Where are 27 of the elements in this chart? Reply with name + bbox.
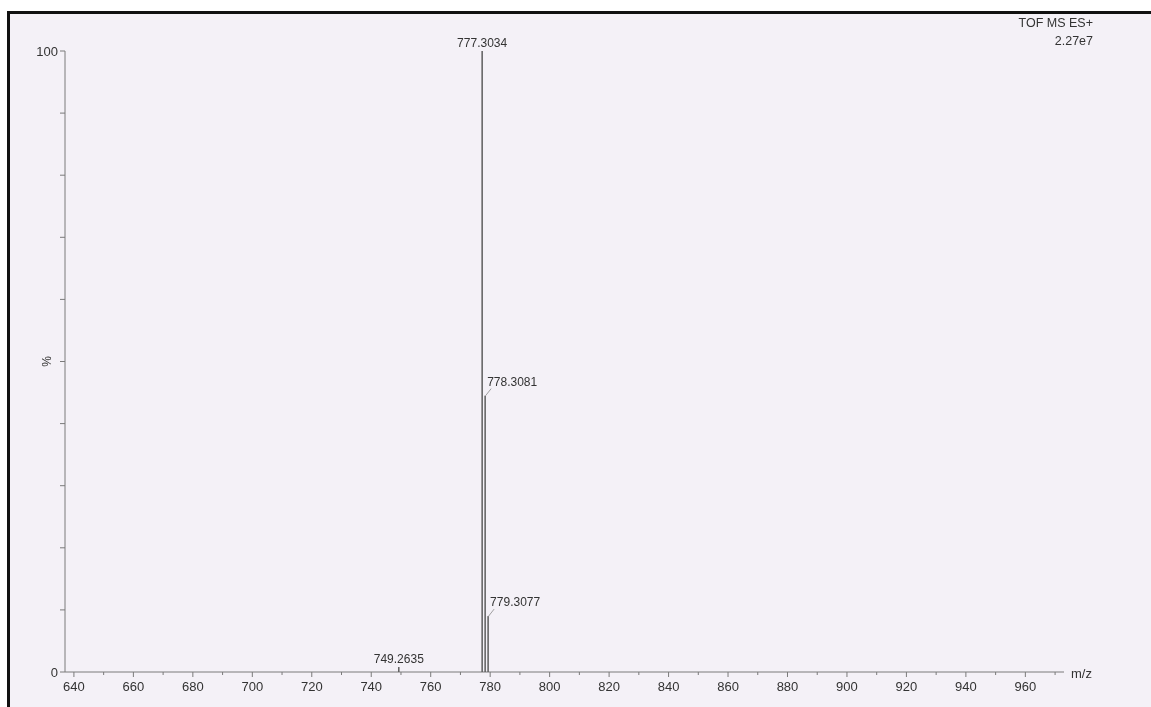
x-tick-label: 740 <box>360 679 383 694</box>
x-tick-label: 820 <box>598 679 620 694</box>
annotation: 749.2635 <box>373 652 425 667</box>
annotation: 777.3034 <box>457 36 508 50</box>
x-tick-label: 680 <box>182 679 204 694</box>
x-axis-title: m/z <box>1071 666 1092 681</box>
x-tick-label: 800 <box>538 679 561 694</box>
x-tick-label: 960 <box>1014 679 1037 694</box>
y-tick-label: 0 <box>50 664 58 680</box>
x-tick-label: 900 <box>836 679 858 694</box>
annotation: 778.3081 <box>487 374 538 389</box>
x-tick-label: 780 <box>479 679 502 694</box>
x-tick-label: 660 <box>122 679 145 694</box>
annotation: 779.3077 <box>490 595 541 610</box>
x-tick-label: 920 <box>895 679 918 694</box>
text: TOF MS ES+ <box>1018 16 1093 30</box>
text: 2.27e7 <box>1054 34 1094 48</box>
x-tick-label: 880 <box>776 679 799 694</box>
x-tick-label: 860 <box>717 679 739 694</box>
y-tick-label: 100 <box>36 43 58 59</box>
y-axis-title: % <box>40 355 54 367</box>
x-tick-label: 760 <box>419 679 442 694</box>
x-tick-label: 720 <box>300 679 323 694</box>
x-tick-label: 840 <box>657 679 680 694</box>
x-tick-label: 700 <box>241 679 264 694</box>
x-tick-label: 940 <box>955 679 977 694</box>
x-tick-label: 640 <box>63 679 85 694</box>
